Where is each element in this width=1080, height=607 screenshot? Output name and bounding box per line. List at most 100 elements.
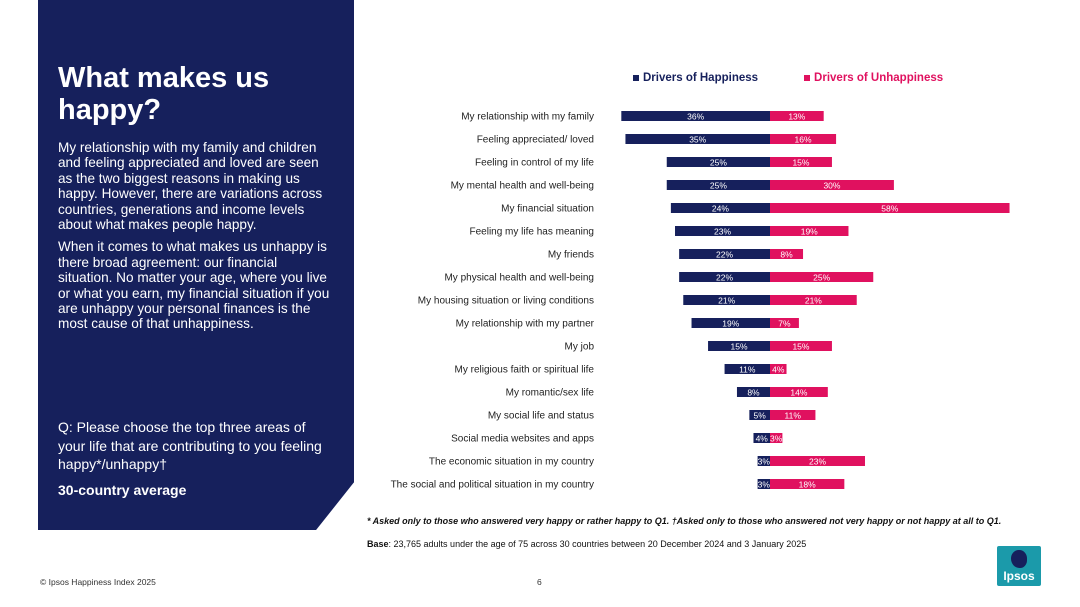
unhappiness-value-label: 7%	[778, 319, 791, 329]
unhappiness-value-label: 25%	[813, 273, 830, 283]
happiness-value-label: 11%	[739, 365, 756, 375]
legend-label-happiness: Drivers of Happiness	[643, 72, 759, 84]
unhappiness-value-label: 14%	[790, 388, 807, 398]
unhappiness-value-label: 3%	[770, 434, 783, 444]
happiness-bar	[666, 180, 770, 190]
category-label: My friends	[548, 250, 594, 261]
unhappiness-value-label: 23%	[809, 457, 826, 467]
category-label: Feeling in control of my life	[475, 158, 594, 169]
happiness-value-label: 15%	[731, 342, 748, 352]
unhappiness-bar	[770, 479, 845, 489]
unhappiness-bar	[770, 249, 804, 259]
unhappiness-bar	[770, 111, 824, 121]
happiness-value-label: 8%	[747, 388, 760, 398]
category-label: My mental health and well-being	[451, 181, 594, 192]
unhappiness-value-label: 15%	[792, 342, 809, 352]
category-label: My physical health and well-being	[444, 273, 594, 284]
legend-swatch-happiness	[633, 75, 639, 81]
happiness-bar	[757, 479, 770, 489]
copyright: © Ipsos Happiness Index 2025	[40, 577, 156, 587]
unhappiness-bar	[770, 341, 832, 351]
happiness-bar	[749, 410, 770, 420]
category-label: The economic situation in my country	[429, 457, 594, 468]
category-label: The social and political situation in my…	[391, 480, 594, 491]
happiness-bar	[670, 203, 770, 213]
happiness-bar	[625, 134, 770, 144]
legend-swatch-unhappiness	[804, 75, 811, 81]
unhappiness-bar	[770, 203, 1010, 213]
legend-label-unhappiness: Drivers of Unhappiness	[814, 72, 944, 84]
happiness-bar	[736, 387, 770, 397]
category-label: My housing situation or living condition…	[418, 296, 594, 307]
unhappiness-value-label: 16%	[795, 135, 812, 145]
happiness-bar	[679, 272, 770, 282]
category-label: My job	[565, 342, 595, 353]
base-note: Base: 23,765 adults under the age of 75 …	[367, 539, 806, 549]
happiness-value-label: 3%	[758, 480, 771, 490]
happiness-value-label: 23%	[714, 227, 731, 237]
diverging-bar-chart: My relationship with my family 36% 13% Feel…	[391, 111, 1010, 491]
unhappiness-bar	[770, 318, 799, 328]
happiness-bar	[683, 295, 770, 305]
happiness-value-label: 4%	[756, 434, 769, 444]
unhappiness-bar	[770, 410, 816, 420]
summary-panel: What makes us happy? My relationship wit…	[38, 0, 354, 530]
happiness-bar	[679, 249, 770, 259]
happiness-bar	[691, 318, 770, 328]
legend-item-unhappiness: Drivers of Unhappiness	[804, 72, 943, 84]
happiness-value-label: 36%	[687, 112, 704, 122]
happiness-bar	[724, 364, 770, 374]
happiness-value-label: 25%	[710, 181, 727, 191]
page-number: 6	[537, 577, 542, 587]
unhappiness-bar	[770, 295, 857, 305]
logo-text: Ipsos	[1003, 569, 1035, 583]
unhappiness-bar	[770, 433, 783, 443]
happiness-value-label: 3%	[758, 457, 771, 467]
happiness-bar	[708, 341, 770, 351]
unhappiness-value-label: 21%	[805, 296, 822, 306]
happiness-value-label: 35%	[689, 135, 706, 145]
unhappiness-bar	[770, 387, 828, 397]
unhappiness-value-label: 58%	[881, 204, 898, 214]
logo-mark-icon	[1011, 550, 1027, 568]
happiness-value-label: 21%	[718, 296, 735, 306]
base-text: : 23,765 adults under the age of 75 acro…	[388, 539, 807, 549]
category-label: My relationship with my family	[461, 112, 594, 123]
happiness-value-label: 19%	[722, 319, 739, 329]
happiness-value-label: 22%	[716, 273, 733, 283]
average-label: 30-country average	[58, 482, 187, 498]
happiness-bar	[757, 456, 770, 466]
unhappiness-value-label: 13%	[788, 112, 805, 122]
happiness-bar	[753, 433, 770, 443]
summary-paragraph-1: My relationship with my family and child…	[58, 140, 323, 233]
unhappiness-value-label: 19%	[801, 227, 818, 237]
happiness-bar	[675, 226, 770, 236]
unhappiness-bar	[770, 157, 832, 167]
base-label: Base	[367, 539, 389, 549]
category-label: My religious faith or spiritual life	[455, 365, 595, 376]
unhappiness-value-label: 8%	[780, 250, 793, 260]
happiness-value-label: 24%	[712, 204, 729, 214]
category-label: My social life and status	[488, 411, 594, 422]
unhappiness-bar	[770, 134, 837, 144]
category-label: My relationship with my partner	[456, 319, 595, 330]
unhappiness-value-label: 11%	[785, 411, 802, 421]
ipsos-logo: Ipsos	[997, 546, 1041, 586]
category-label: My romantic/sex life	[506, 388, 595, 399]
happiness-value-label: 22%	[716, 250, 733, 260]
unhappiness-value-label: 18%	[799, 480, 816, 490]
category-label: Feeling my life has meaning	[469, 227, 594, 238]
unhappiness-value-label: 4%	[772, 365, 785, 375]
unhappiness-bar	[770, 180, 894, 190]
happiness-value-label: 5%	[754, 411, 767, 421]
summary-paragraph-2: When it comes to what makes us unhappy i…	[58, 239, 330, 332]
footnote: * Asked only to those who answered very …	[367, 516, 1002, 526]
unhappiness-bar	[770, 456, 865, 466]
chart-legend: Drivers of Happiness Drivers of Unhappin…	[633, 72, 943, 84]
happiness-value-label: 25%	[710, 158, 727, 168]
unhappiness-value-label: 15%	[792, 158, 809, 168]
category-label: Social media websites and apps	[451, 434, 594, 445]
unhappiness-bar	[770, 364, 787, 374]
happiness-bar	[621, 111, 770, 121]
unhappiness-bar	[770, 272, 874, 282]
